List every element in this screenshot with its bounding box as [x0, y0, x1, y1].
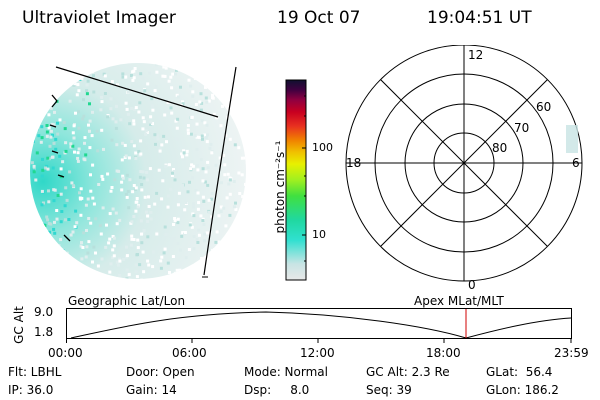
- timeline-y-axis-label: GC Alt: [12, 306, 26, 344]
- timeline-x-tick-0: 00:00: [48, 346, 83, 360]
- footer-glat: GLat: 56.4: [486, 365, 553, 379]
- footer-door: Door: Open: [126, 365, 195, 379]
- colorbar-unit-label: photon cm⁻²s⁻¹: [273, 140, 287, 234]
- date-label: 19 Oct 07: [277, 8, 361, 28]
- polar-label-0: 0: [468, 278, 476, 290]
- footer-dsp: Dsp: 8.0: [244, 383, 310, 397]
- polar-label-70: 70: [514, 121, 529, 135]
- timeline-y-tick-low: 1.8: [34, 325, 54, 339]
- latitude-tick-marks: [49, 94, 71, 242]
- terminator-line: [55, 66, 219, 118]
- colorbar-tick-100: 100: [312, 141, 333, 154]
- polar-label-80: 80: [492, 141, 507, 155]
- timeline-x-tick-1: 06:00: [172, 346, 207, 360]
- timeline-y-tick-high: 9.0: [34, 305, 54, 319]
- colorbar: [285, 79, 307, 281]
- footer-gc-alt: GC Alt: 2.3 Re: [366, 365, 450, 379]
- instrument-title: Ultraviolet Imager: [22, 8, 176, 28]
- timeline-x-tick-3: 18:00: [426, 346, 461, 360]
- footer-flt: Flt: LBHL: [8, 365, 62, 379]
- polar-label-12: 12: [468, 48, 483, 62]
- uv-earth-image: [30, 63, 246, 279]
- footer-ip: IP: 36.0: [8, 383, 54, 397]
- footer-mode: Mode: Normal: [244, 365, 328, 379]
- footer-seq: Seq: 39: [366, 383, 412, 397]
- timeline-right-label: Apex MLat/MLT: [414, 294, 504, 308]
- footer-glon: GLon: 186.2: [486, 383, 559, 397]
- polar-label-60: 60: [536, 100, 551, 114]
- altitude-timeline: [66, 308, 572, 343]
- footer-gain: Gain: 14: [126, 383, 177, 397]
- altitude-curve: [70, 311, 572, 339]
- colorbar-gradient: [285, 79, 307, 281]
- polar-mlt-plot: 12 18 6 0 60 70 80: [345, 45, 583, 290]
- timeline-left-label: Geographic Lat/Lon: [68, 294, 186, 308]
- colorbar-tick-10: 10: [312, 228, 326, 241]
- earth-disk: [30, 63, 246, 279]
- polar-label-6: 6: [572, 156, 580, 170]
- limb-line: [203, 66, 237, 276]
- polar-label-18: 18: [346, 156, 361, 170]
- timeline-x-tick-2: 12:00: [300, 346, 335, 360]
- timeline-x-tick-4: 23:59: [554, 346, 589, 360]
- time-label: 19:04:51 UT: [427, 8, 532, 28]
